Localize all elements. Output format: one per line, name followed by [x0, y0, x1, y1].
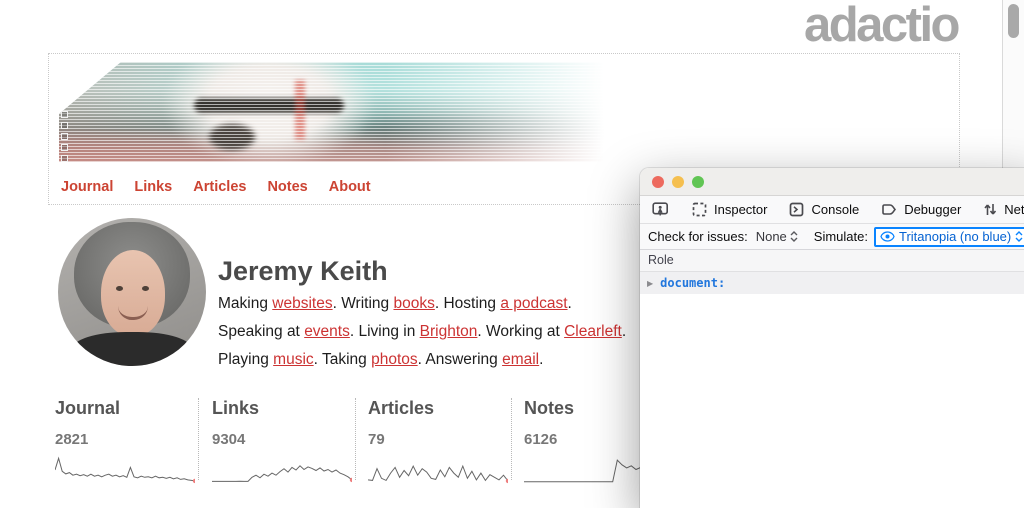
stat-label: Links: [212, 398, 260, 418]
console-icon: [790, 202, 804, 217]
updown-caret-icon: [1015, 231, 1023, 242]
expander-arrow-icon[interactable]: ▶: [647, 278, 654, 288]
scrollbar-thumb[interactable]: [1008, 4, 1019, 38]
bio-link-photos[interactable]: photos: [371, 351, 418, 368]
nav-link-articles[interactable]: Articles: [193, 179, 247, 195]
stat-label: Notes: [524, 398, 575, 418]
simulate-select[interactable]: Tritanopia (no blue): [873, 226, 1024, 247]
stat-label: Journal: [55, 398, 121, 418]
avatar-smile: [118, 306, 148, 320]
tab-label: Console: [811, 202, 860, 217]
stat-count: 2821: [55, 431, 89, 448]
check-for-issues-select[interactable]: None: [756, 229, 798, 244]
debugger-icon: [882, 204, 897, 215]
stat-articles: Articles 79: [368, 398, 510, 485]
nav-link-notes[interactable]: Notes: [267, 179, 308, 195]
banner-image: [59, 62, 621, 162]
updown-caret-icon: [790, 231, 798, 242]
sparkline-journal: [55, 456, 195, 484]
bio-link-clearleft[interactable]: Clearleft: [564, 323, 622, 340]
sparkline-articles: [368, 464, 508, 484]
devtools-tabbar: Inspector Console Debugger Network: [640, 196, 1024, 224]
eye-icon: [880, 231, 895, 242]
filmstrip-sprockets: [61, 89, 68, 162]
accessibility-picker-button[interactable]: [644, 196, 677, 223]
network-icon: [984, 204, 997, 215]
bio-link-books[interactable]: books: [393, 295, 435, 312]
stat-divider: [355, 398, 356, 480]
bio-link-a-podcast[interactable]: a podcast: [500, 295, 568, 312]
close-window-button[interactable]: [652, 175, 664, 188]
bio-link-websites[interactable]: websites: [272, 295, 333, 312]
tab-label: Debugger: [904, 202, 962, 217]
sparkline-links: [212, 465, 352, 483]
stat-count: 79: [368, 431, 385, 448]
tab-label: Network: [1004, 202, 1024, 217]
avatar-face: [101, 250, 165, 336]
stat-count: 6126: [524, 431, 558, 448]
tree-row-document[interactable]: ▶ document:: [640, 272, 1024, 294]
devtools-titlebar[interactable]: [640, 168, 1024, 196]
stat-divider: [511, 398, 512, 480]
bio-link-events[interactable]: events: [304, 323, 350, 340]
stat-divider: [198, 398, 199, 480]
site-header: Journal Links Articles Notes About: [48, 53, 960, 205]
tab-label: Inspector: [714, 202, 768, 217]
stat-notes: Notes 6126: [524, 398, 666, 485]
minimize-window-button[interactable]: [672, 175, 684, 188]
nav-link-links[interactable]: Links: [134, 179, 173, 195]
devtools-window: Inspector Console Debugger Network Check…: [640, 168, 1024, 508]
accessibility-toolbar: Check for issues: None Simulate: Tritano…: [640, 224, 1024, 250]
tab-debugger[interactable]: Debugger: [870, 196, 972, 223]
profile-photo: [58, 218, 206, 366]
nav-link-journal[interactable]: Journal: [61, 179, 114, 195]
tab-network[interactable]: Network: [972, 196, 1024, 223]
simulate-value: Tritanopia (no blue): [898, 229, 1012, 244]
stat-links: Links 9304: [212, 398, 354, 485]
simulate-label: Simulate:: [813, 229, 868, 244]
scanline-overlay: [59, 62, 621, 162]
zoom-window-button[interactable]: [692, 175, 704, 188]
avatar-eye: [142, 286, 149, 291]
tab-inspector[interactable]: Inspector: [681, 196, 778, 223]
bio-text: Making websites. Writing books. Hosting …: [218, 295, 627, 368]
inspector-icon: [692, 202, 707, 217]
avatar-shirt: [72, 332, 192, 366]
bio-link-brighton[interactable]: Brighton: [419, 323, 478, 340]
check-for-issues-label: Check for issues:: [648, 229, 748, 244]
bio-link-music[interactable]: music: [273, 351, 314, 368]
main-nav: Journal Links Articles Notes About: [61, 179, 371, 195]
tree-row-label: document:: [660, 276, 726, 290]
avatar-eye: [116, 286, 123, 291]
site-logo[interactable]: adactio: [803, 0, 961, 52]
tree-column-header-role[interactable]: Role: [640, 250, 1024, 272]
page-title: Jeremy Keith: [218, 256, 388, 286]
bio-link-email[interactable]: email: [502, 351, 540, 368]
stat-label: Articles: [368, 398, 435, 418]
check-for-issues-value: None: [755, 229, 787, 244]
tab-console[interactable]: Console: [778, 196, 870, 223]
element-picker-icon: [652, 202, 669, 216]
stat-count: 9304: [212, 431, 246, 448]
stat-journal: Journal 2821: [55, 398, 197, 485]
nav-link-about[interactable]: About: [328, 179, 371, 195]
